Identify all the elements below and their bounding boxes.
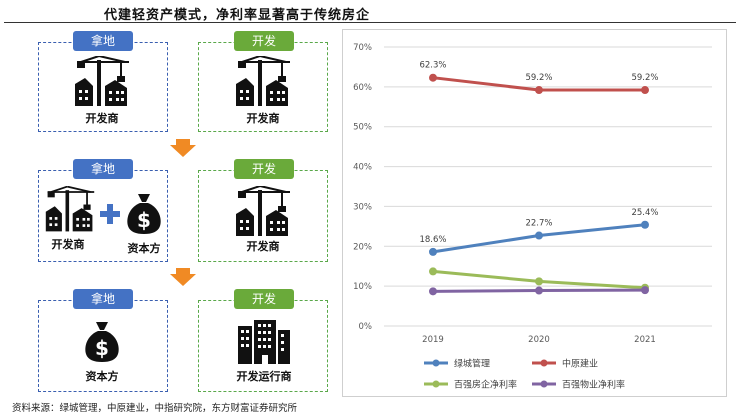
y-tick-label: 10% — [353, 282, 372, 292]
row3-right-tag: 开发 — [234, 289, 294, 309]
x-tick-label: 2021 — [634, 335, 656, 345]
row2-right-label: 开发商 — [246, 240, 280, 253]
data-point — [535, 86, 543, 95]
data-point — [429, 73, 437, 82]
legend-label: 绿城管理 — [454, 358, 490, 370]
row3-right-label: 开发运行商 — [236, 370, 292, 383]
building-icon — [238, 320, 290, 364]
data-label: 62.3% — [419, 61, 446, 71]
y-tick-label: 40% — [353, 163, 372, 173]
y-tick-label: 60% — [353, 83, 372, 93]
down-arrow — [170, 268, 196, 286]
y-tick-label: 30% — [353, 202, 372, 212]
row3-left-label: 资本方 — [85, 370, 119, 383]
svg-text:$: $ — [95, 336, 109, 360]
row2-left-label-developer: 开发商 — [51, 238, 85, 251]
construction-icon — [75, 56, 129, 106]
y-tick-label: 70% — [353, 43, 372, 53]
data-point — [429, 267, 437, 276]
row2-right-tag: 开发 — [234, 159, 294, 179]
money-bag-icon: $ — [85, 322, 119, 362]
construction-icon — [236, 186, 290, 236]
data-point — [641, 86, 649, 95]
row2-left-tag: 拿地 — [73, 159, 133, 179]
legend-label: 中原建业 — [562, 358, 598, 370]
row2-left-label-capital: 资本方 — [127, 242, 161, 255]
row1-right-label: 开发商 — [246, 112, 280, 125]
legend-label: 百强物业净利率 — [562, 379, 625, 391]
construction-icon — [45, 186, 95, 232]
data-point — [535, 286, 543, 295]
money-bag-icon: $ — [127, 194, 161, 234]
data-point — [641, 220, 649, 229]
data-label: 59.2% — [631, 73, 658, 83]
y-tick-label: 0% — [359, 322, 373, 332]
page-title: 代建轻资产模式，净利率显著高于传统房企 — [104, 8, 371, 23]
data-point — [535, 231, 543, 240]
source-note: 资料来源：绿城管理，中原建业，中指研究院，东方财富证券研究所 — [12, 403, 298, 414]
chart-frame — [342, 29, 727, 397]
construction-icon — [236, 56, 290, 106]
data-label: 18.6% — [419, 235, 446, 245]
legend-marker — [432, 380, 440, 388]
data-point — [429, 287, 437, 296]
row1-right-tag: 开发 — [234, 31, 294, 51]
data-point — [641, 286, 649, 295]
x-tick-label: 2019 — [422, 335, 444, 345]
plus-icon — [100, 204, 120, 224]
x-tick-label: 2020 — [528, 335, 550, 345]
row3-left-tag: 拿地 — [73, 289, 133, 309]
down-arrow — [170, 139, 196, 157]
legend-marker — [540, 359, 548, 367]
data-point — [429, 247, 437, 256]
legend-marker — [540, 380, 548, 388]
row1-left-tag: 拿地 — [73, 31, 133, 51]
net-margin-line-chart: 0% 10% 20% 30% 40% 50% 60% 70% 2019 2020 2021 18.6%… — [353, 43, 712, 391]
svg-text:$: $ — [137, 208, 151, 232]
row1-left-label: 开发商 — [85, 112, 119, 125]
data-label: 25.4% — [631, 208, 658, 218]
y-tick-label: 20% — [353, 242, 372, 252]
data-label: 22.7% — [525, 219, 552, 229]
legend-marker — [432, 359, 440, 367]
data-label: 59.2% — [525, 73, 552, 83]
y-tick-label: 50% — [353, 123, 372, 133]
title-divider — [4, 22, 736, 23]
data-point — [535, 277, 543, 286]
legend-label: 百强房企净利率 — [454, 379, 517, 391]
